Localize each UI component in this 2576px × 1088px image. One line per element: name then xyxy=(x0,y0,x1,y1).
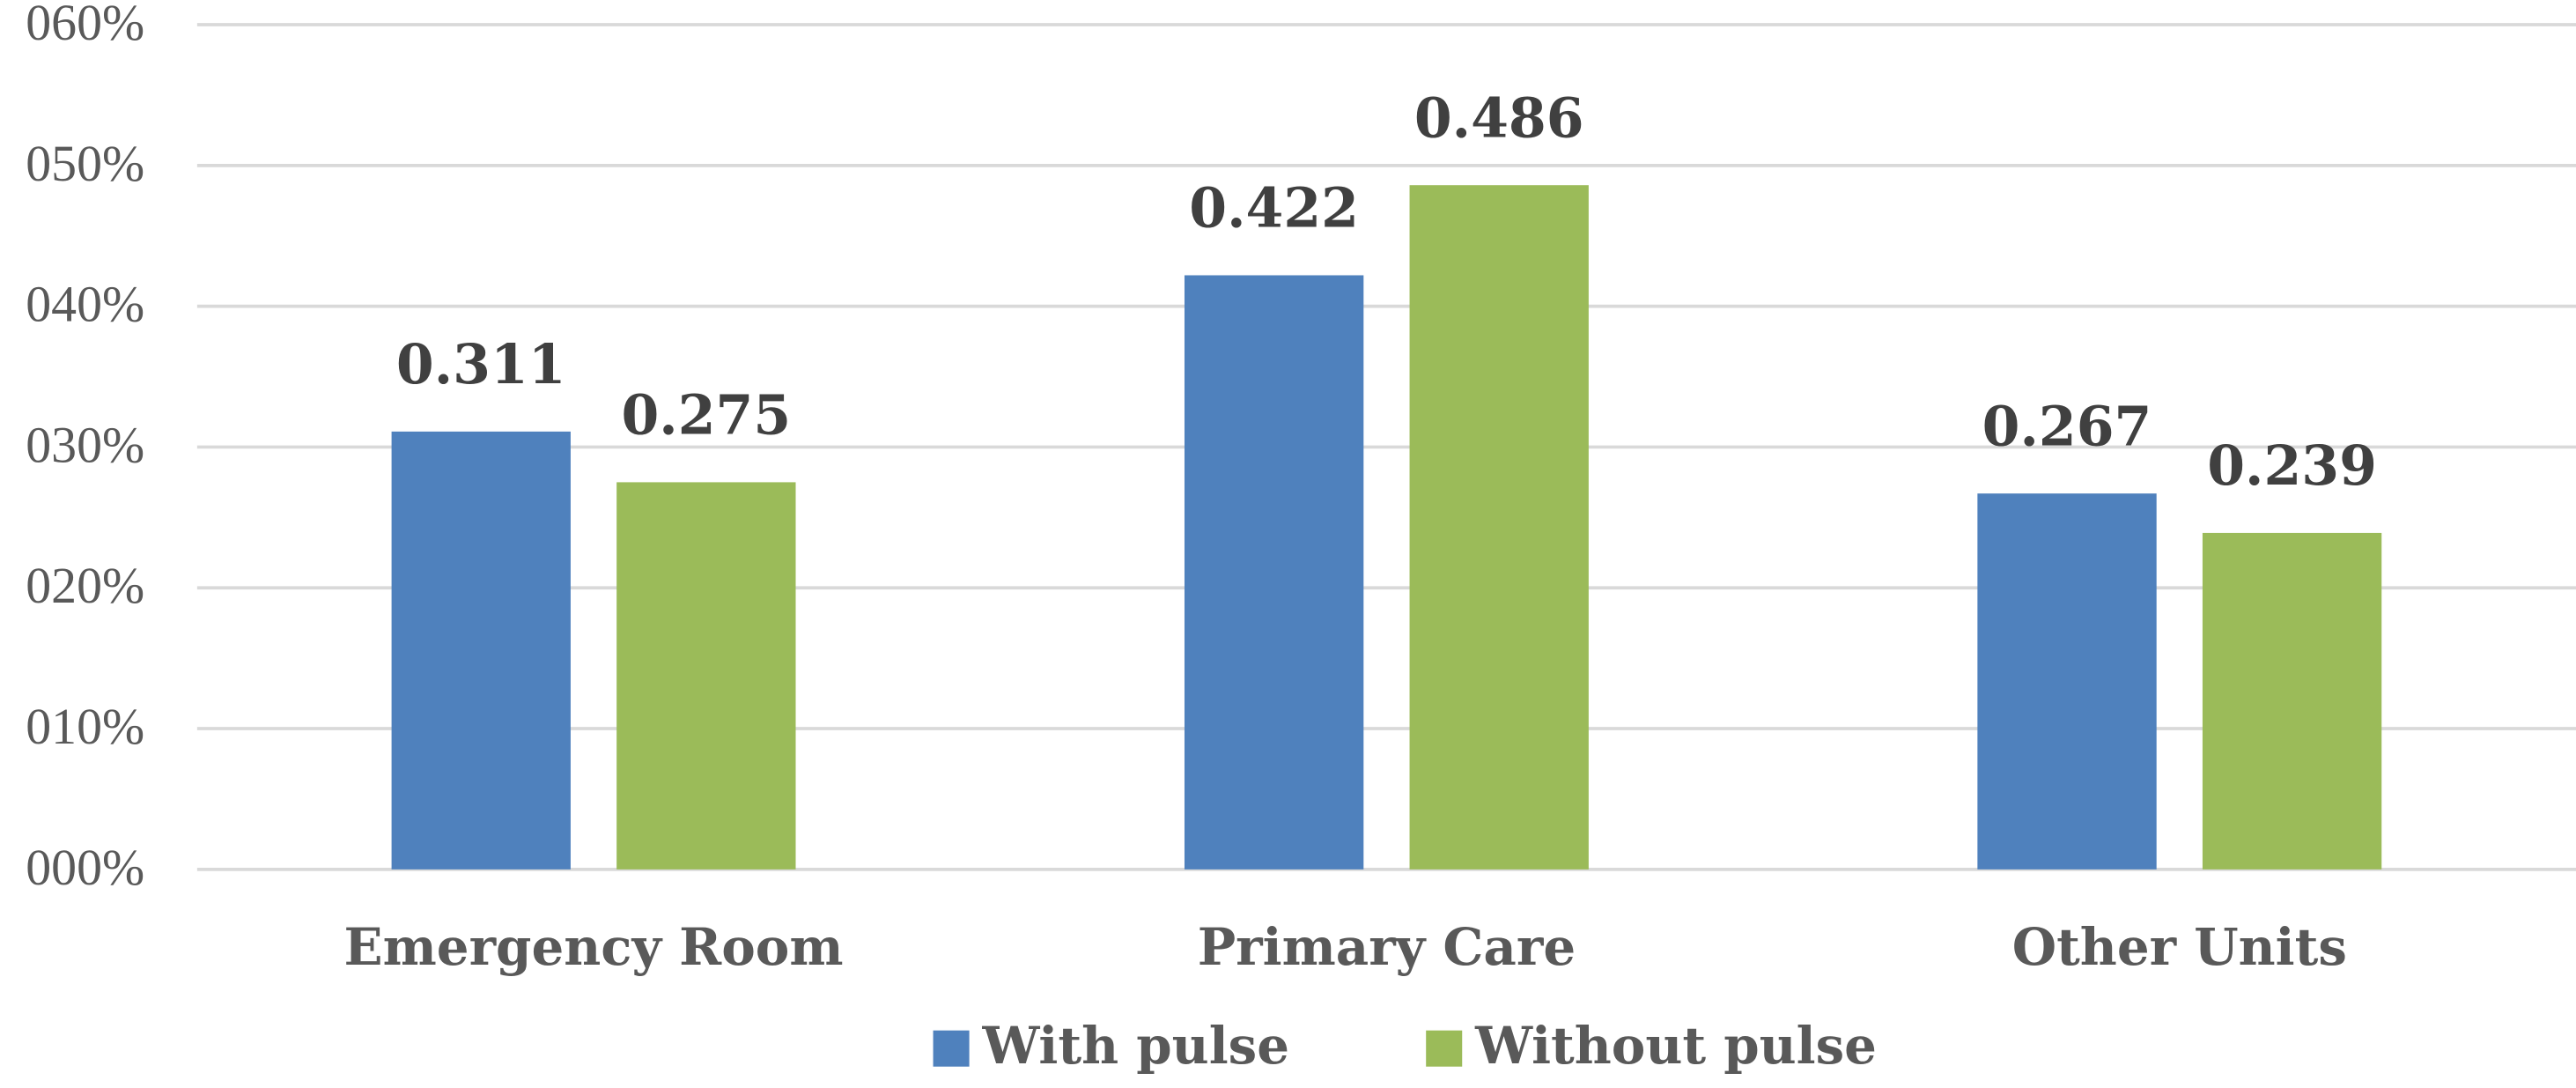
data-label: 0.422 xyxy=(1189,176,1359,241)
data-label: 0.486 xyxy=(1414,85,1584,150)
y-tick-label: 020% xyxy=(26,557,144,614)
y-tick-label: 040% xyxy=(26,276,144,333)
data-label: 0.239 xyxy=(2207,433,2377,498)
bar xyxy=(2202,532,2382,870)
x-tick-label: Primary Care xyxy=(1198,917,1576,977)
x-tick-label: Other Units xyxy=(2012,917,2347,977)
legend-label: Without pulse xyxy=(1474,1016,1877,1076)
legend-label: With pulse xyxy=(982,1016,1289,1076)
data-label: 0.267 xyxy=(1982,394,2152,458)
y-tick-label: 000% xyxy=(26,839,144,896)
bar xyxy=(391,431,571,870)
y-tick-label: 060% xyxy=(26,0,144,51)
y-tick-label: 050% xyxy=(26,135,144,192)
bar xyxy=(1977,493,2157,870)
bar xyxy=(1184,275,1364,870)
x-tick-label: Emergency Room xyxy=(344,917,844,977)
bar xyxy=(616,482,796,870)
y-tick-label: 030% xyxy=(26,416,144,473)
bar xyxy=(1409,185,1589,870)
legend-swatch xyxy=(933,1030,970,1067)
data-label: 0.311 xyxy=(396,332,566,396)
data-label: 0.275 xyxy=(621,383,791,448)
y-tick-label: 010% xyxy=(26,698,144,755)
legend-swatch xyxy=(1426,1030,1463,1067)
